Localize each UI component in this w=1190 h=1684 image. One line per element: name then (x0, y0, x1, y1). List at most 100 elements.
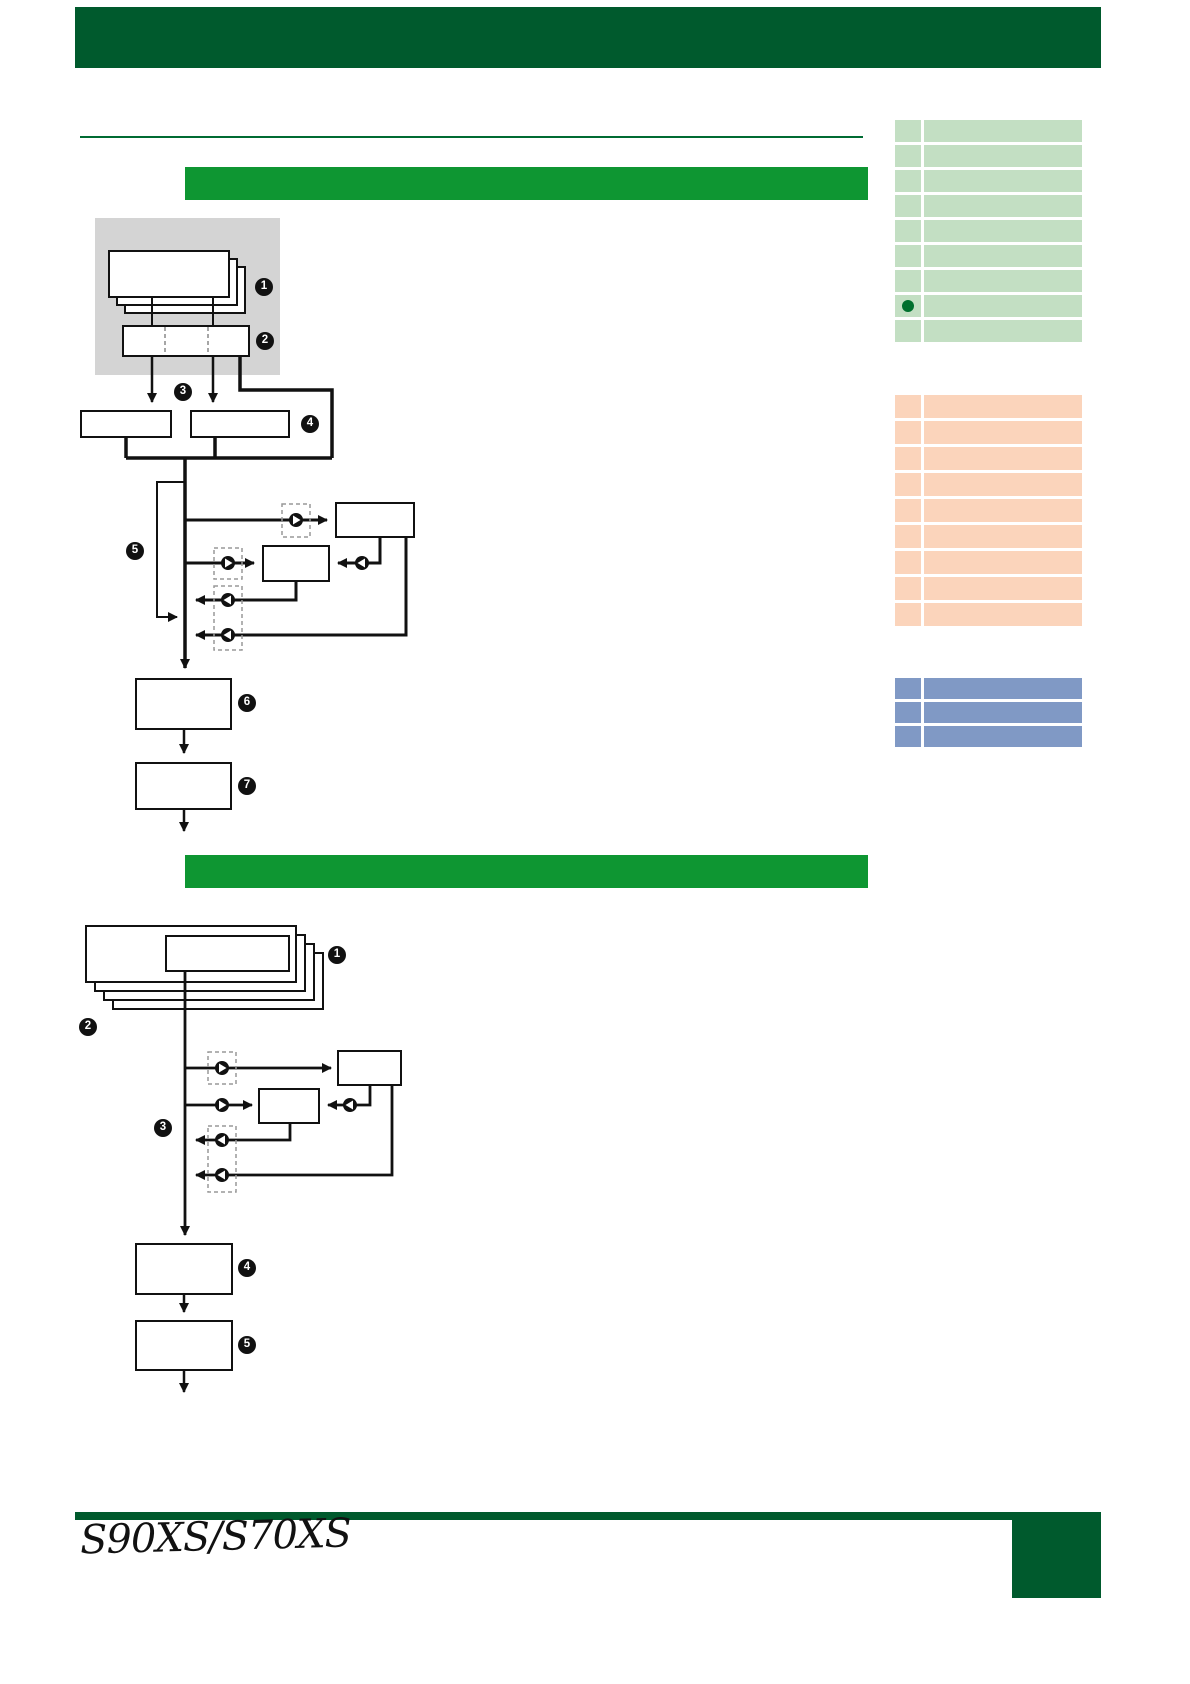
table-row (895, 320, 1082, 342)
table-row-content-cell (924, 170, 1082, 192)
table-row-content-cell (924, 499, 1082, 522)
table-row-content-cell (924, 295, 1082, 317)
table-row-number-cell (895, 678, 921, 699)
system-effect2-box-1 (337, 1050, 402, 1086)
step-badge-1: 1 (255, 278, 273, 296)
sidebar-table-blue (895, 678, 1082, 750)
table-row-number-cell (895, 499, 921, 522)
table-row-number-cell (895, 551, 921, 574)
divided-bus-box (122, 325, 250, 357)
product-logo: S90XS/S70XS (79, 1510, 352, 1564)
effect-box-b (190, 410, 290, 438)
table-row-content-cell (924, 473, 1082, 496)
table-row (895, 577, 1082, 600)
table-row (895, 678, 1082, 699)
master-block2-2 (135, 1320, 233, 1371)
table-row-number-cell (895, 421, 921, 444)
table-row (895, 473, 1082, 496)
table-row (895, 726, 1082, 747)
step-badge-7: 7 (238, 777, 256, 795)
system-effect-box-2 (262, 545, 330, 582)
return-node-icon (343, 1098, 357, 1112)
return-node-icon (355, 556, 369, 570)
page-header-band (75, 7, 1101, 68)
table-row-number-cell (895, 726, 921, 747)
table-row-content-cell (924, 195, 1082, 217)
return-node-icon (221, 593, 235, 607)
master-block-1 (135, 678, 232, 730)
return-node-icon (215, 1168, 229, 1182)
section-heading-bar-2 (185, 855, 868, 888)
table-row (895, 145, 1082, 167)
step2-badge-1: 1 (328, 946, 346, 964)
table-row (895, 702, 1082, 723)
step-badge-6: 6 (238, 694, 256, 712)
table-row-content-cell (924, 603, 1082, 626)
table-row (895, 447, 1082, 470)
send-node-icon (289, 513, 303, 527)
table-row-number-cell (895, 145, 921, 167)
table-row-content-cell (924, 525, 1082, 548)
sidebar-table-orange (895, 395, 1082, 629)
table-row-content-cell (924, 726, 1082, 747)
table-row-content-cell (924, 551, 1082, 574)
header-rule (80, 136, 863, 138)
table-row (895, 421, 1082, 444)
effect-box-a (80, 410, 172, 438)
table-row-content-cell (924, 447, 1082, 470)
table-row (895, 120, 1082, 142)
table-row (895, 525, 1082, 548)
step2-badge-4: 4 (238, 1259, 256, 1277)
table-row-content-cell (924, 120, 1082, 142)
system-effect2-box-2 (258, 1088, 320, 1124)
table-row-content-cell (924, 702, 1082, 723)
table-row (895, 603, 1082, 626)
table-row-content-cell (924, 395, 1082, 418)
table-row-content-cell (924, 678, 1082, 699)
step-badge-3: 3 (174, 383, 192, 401)
table-row-number-cell (895, 270, 921, 292)
stacked-block-front (108, 250, 230, 298)
table-row (895, 170, 1082, 192)
table-row-number-cell (895, 473, 921, 496)
send-node-icon (215, 1061, 229, 1075)
table-row-content-cell (924, 577, 1082, 600)
table-row (895, 220, 1082, 242)
table-row (895, 195, 1082, 217)
table-row-number-cell (895, 195, 921, 217)
page-number-block (1012, 1512, 1101, 1598)
sidebar-table-green (895, 120, 1082, 345)
table-row-content-cell (924, 245, 1082, 267)
table-row-number-cell (895, 577, 921, 600)
table-row-number-cell (895, 295, 921, 317)
table-row-content-cell (924, 320, 1082, 342)
table-row-number-cell (895, 702, 921, 723)
step-badge-5: 5 (126, 542, 144, 560)
table-row-number-cell (895, 320, 921, 342)
table-row (895, 499, 1082, 522)
table-row (895, 245, 1082, 267)
table-row-content-cell (924, 220, 1082, 242)
table-row (895, 295, 1082, 317)
table-row-number-cell (895, 245, 921, 267)
step-badge-2: 2 (256, 332, 274, 350)
return-node-icon (221, 628, 235, 642)
table-row (895, 551, 1082, 574)
layer-inner-box (165, 935, 290, 972)
table-row-number-cell (895, 220, 921, 242)
table-row (895, 270, 1082, 292)
table-row-number-cell (895, 120, 921, 142)
table-row-number-cell (895, 525, 921, 548)
step2-badge-5: 5 (238, 1336, 256, 1354)
send-node-icon (221, 556, 235, 570)
table-row (895, 395, 1082, 418)
step2-badge-2: 2 (79, 1018, 97, 1036)
master-block2-1 (135, 1243, 233, 1295)
table-row-content-cell (924, 270, 1082, 292)
master-block-2 (135, 762, 232, 810)
table-row-number-cell (895, 395, 921, 418)
table-row-number-cell (895, 170, 921, 192)
table-row-content-cell (924, 145, 1082, 167)
section-heading-bar-1 (185, 167, 868, 200)
